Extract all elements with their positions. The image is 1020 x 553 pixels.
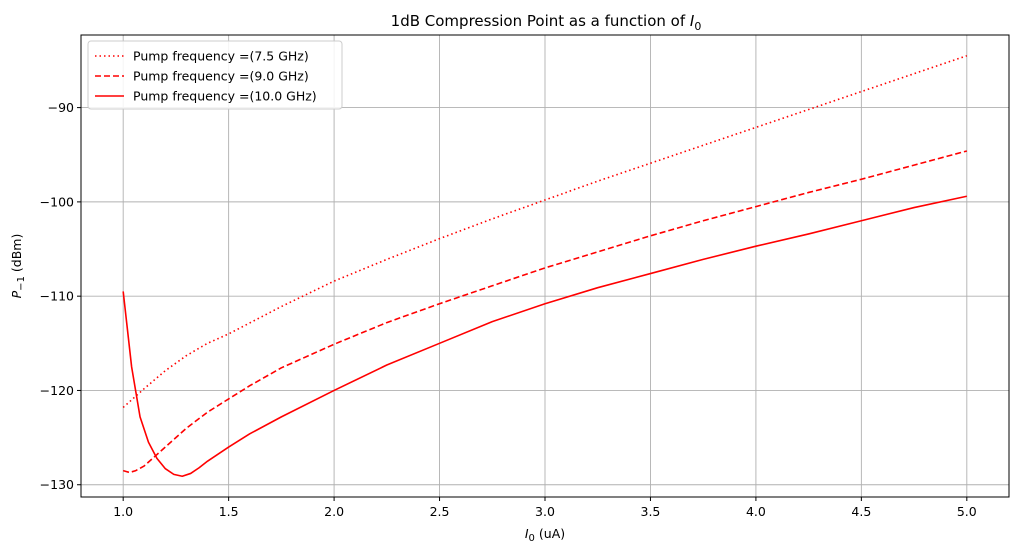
x-tick-label: 3.0 xyxy=(535,504,555,519)
x-tick-label: 1.5 xyxy=(219,504,239,519)
x-tick-label: 2.5 xyxy=(430,504,450,519)
y-tick-label: −100 xyxy=(40,194,74,209)
series-line-2 xyxy=(122,150,968,474)
y-axis-label: P−1 (dBm) xyxy=(9,234,27,299)
grid-lines xyxy=(81,35,1009,497)
legend-label: Pump frequency =(9.0 GHz) xyxy=(133,69,309,84)
x-tick-label: 4.5 xyxy=(851,504,871,519)
y-axis-ticks: −130 −120 −110 −100 −90 xyxy=(40,100,81,492)
y-tick-label: −110 xyxy=(40,289,74,304)
x-tick-label: 2.0 xyxy=(324,504,344,519)
x-tick-label: 5.0 xyxy=(957,504,977,519)
legend: Pump frequency =(7.5 GHz) Pump frequency … xyxy=(87,40,343,110)
legend-box xyxy=(87,40,343,110)
x-tick-label: 1.0 xyxy=(113,504,133,519)
x-tick-label: 3.5 xyxy=(641,504,661,519)
series-line-1 xyxy=(122,54,968,409)
y-tick-label: −120 xyxy=(40,383,74,398)
legend-label: Pump frequency =(7.5 GHz) xyxy=(133,49,309,64)
x-axis-ticks: 1.0 1.5 2.0 2.5 3.0 3.5 4.0 4.5 5.0 xyxy=(113,497,977,519)
x-tick-label: 4.0 xyxy=(746,504,766,519)
x-axis-label: I0 (uA) xyxy=(525,526,565,544)
y-tick-label: −130 xyxy=(40,477,74,492)
chart-title: 1dB Compression Point as a function of I… xyxy=(391,12,702,33)
legend-label: Pump frequency =(10.0 GHz) xyxy=(133,89,317,104)
y-tick-label: −90 xyxy=(48,100,74,115)
series-line-3 xyxy=(122,195,967,478)
series-layer xyxy=(122,54,968,478)
